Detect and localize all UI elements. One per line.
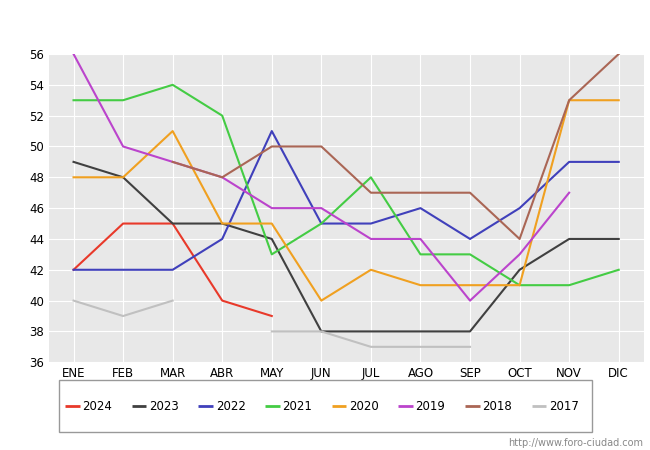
Text: http://www.foro-ciudad.com: http://www.foro-ciudad.com xyxy=(508,438,644,448)
Text: 2022: 2022 xyxy=(216,400,246,413)
Text: Afiliados en Gorga a 31/5/2024: Afiliados en Gorga a 31/5/2024 xyxy=(185,14,465,33)
Text: 2017: 2017 xyxy=(549,400,578,413)
Text: 2020: 2020 xyxy=(349,400,379,413)
Text: 2021: 2021 xyxy=(282,400,312,413)
Text: 2018: 2018 xyxy=(482,400,512,413)
Text: 2023: 2023 xyxy=(149,400,179,413)
Text: 2024: 2024 xyxy=(83,400,112,413)
Text: 2019: 2019 xyxy=(415,400,445,413)
FancyBboxPatch shape xyxy=(58,380,592,432)
